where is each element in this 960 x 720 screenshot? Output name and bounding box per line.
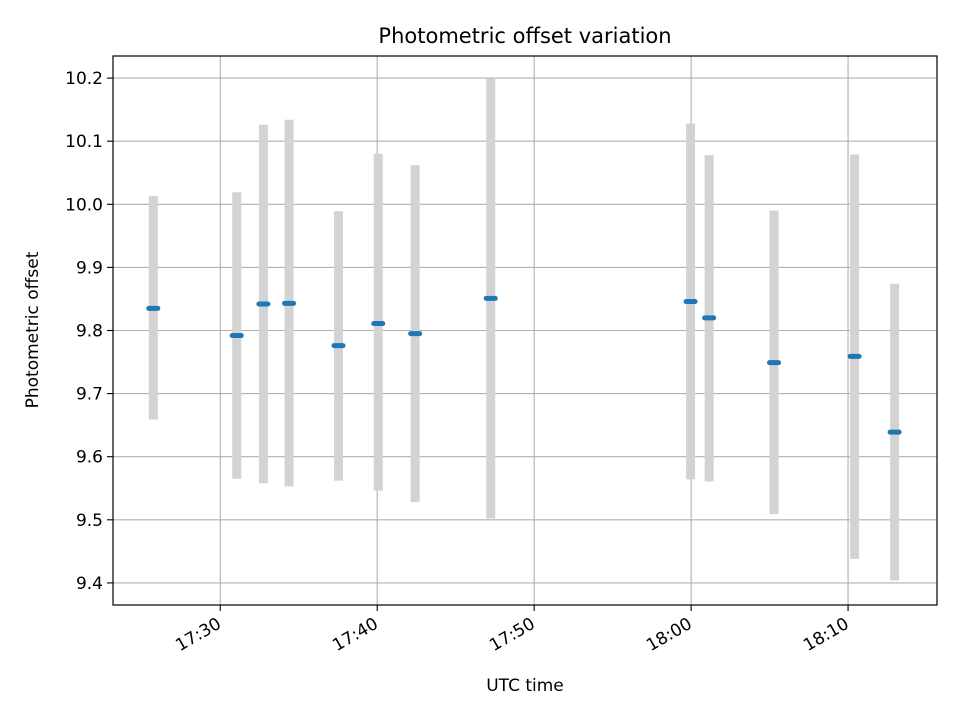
data-points [146, 295, 902, 435]
y-tick-label: 9.5 [76, 511, 103, 531]
y-tick-label: 9.6 [76, 448, 103, 468]
x-axis-label: UTC time [486, 676, 564, 696]
y-tick-label: 9.7 [76, 385, 103, 405]
chart-title: Photometric offset variation [378, 24, 671, 48]
y-tick-label: 10.1 [65, 132, 103, 152]
y-tick-label: 9.9 [76, 258, 103, 278]
y-axis: 9.4 9.5 9.6 9.7 9.8 9.9 10.0 10.1 10.2 [65, 69, 113, 594]
y-tick-label: 10.0 [65, 195, 103, 215]
y-axis-label: Photometric offset [23, 251, 43, 408]
y-tick-label: 9.8 [76, 322, 103, 342]
y-tick-label: 9.4 [76, 574, 103, 594]
y-tick-label: 10.2 [65, 69, 103, 89]
